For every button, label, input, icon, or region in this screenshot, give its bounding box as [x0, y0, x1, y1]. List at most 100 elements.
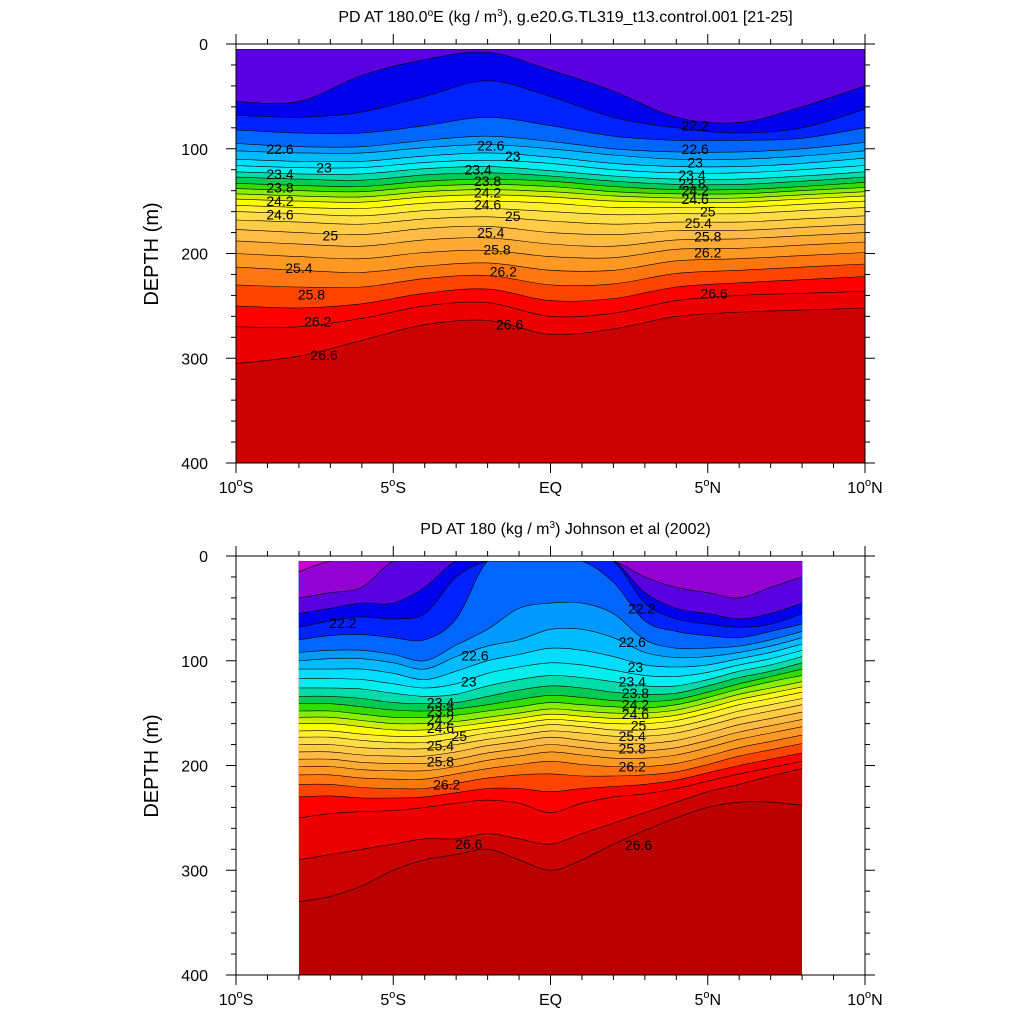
- contour-label: 24.2: [427, 711, 454, 727]
- plot-axes: 0 100 200 300 400 10oS 5oS EQ 5oN 10oN: [181, 34, 883, 497]
- contour-label: 25.8: [427, 753, 454, 769]
- x-tick-label: 10oS: [219, 477, 254, 497]
- isopycnal-24.6: [298, 691, 803, 737]
- density-band-21.8: [234, 47, 867, 49]
- isopycnal-24: [298, 675, 803, 718]
- contour-label: 22.6: [461, 648, 488, 664]
- contour-fills: [298, 561, 803, 975]
- x-tick-label: 10oS: [219, 989, 254, 1009]
- contour-label: 26.6: [496, 317, 523, 333]
- contour-label: 23: [316, 160, 332, 176]
- contour-label: 22.6: [682, 141, 709, 157]
- contour-labels: 22.62323.423.824.224.62525.425.826.226.6…: [266, 118, 727, 363]
- contour-label: 25.4: [285, 260, 312, 276]
- contour-label: 25: [323, 228, 339, 244]
- contour-label: 26.2: [433, 776, 460, 792]
- contour-label: 26.6: [310, 347, 337, 363]
- y-tick-label: 300: [181, 863, 208, 880]
- model-panel: 22.62323.423.824.224.62525.425.826.226.6…: [141, 8, 883, 497]
- contour-label: 22.2: [682, 118, 709, 134]
- isopycnal-23.2: [298, 650, 803, 689]
- contour-label: 22.6: [266, 141, 293, 157]
- y-axis-label: DEPTH (m): [141, 714, 163, 817]
- y-tick-label: 300: [181, 351, 208, 368]
- contour-label: 23.8: [427, 703, 454, 719]
- isopycnal-26.4: [236, 290, 865, 328]
- isopycnal-26.2: [236, 276, 865, 309]
- contour-label: 25: [505, 208, 521, 224]
- isopycnal-22.6: [236, 135, 865, 153]
- isopycnal-24.8: [298, 698, 803, 744]
- contour-label: 24.6: [622, 706, 649, 722]
- contour-label: 23: [628, 659, 644, 675]
- isopycnal-24.4: [236, 194, 865, 203]
- x-tick-label: 5oS: [380, 477, 406, 497]
- isopycnal-26: [236, 263, 865, 289]
- contour-label: 24.6: [682, 191, 709, 207]
- contour-label: 23.4: [619, 674, 646, 690]
- y-tick-label: 200: [181, 759, 208, 776]
- isopycnal-23: [298, 643, 803, 680]
- contour-label: 23: [687, 154, 703, 170]
- contour-label: 24.6: [427, 720, 454, 736]
- contour-label: 22.6: [477, 138, 504, 154]
- isopycnal-22.8: [298, 627, 803, 670]
- y-tick-label: 400: [181, 968, 208, 985]
- isopycnal-25.8: [236, 252, 865, 273]
- contour-label: 23: [461, 674, 477, 690]
- isopycnal-23.8: [298, 668, 803, 712]
- contour-label: 26.6: [700, 285, 727, 301]
- contour-label: 26.2: [619, 759, 646, 775]
- isopycnal-25: [236, 215, 865, 225]
- y-tick-label: 200: [181, 247, 208, 264]
- contour-label: 25.8: [619, 741, 646, 757]
- contour-label: 24.6: [474, 196, 501, 212]
- isopycnal-26.6: [236, 307, 865, 364]
- density-band-21.6: [298, 561, 331, 572]
- x-tick-label: 10oN: [847, 477, 882, 497]
- contour-lines: [298, 561, 803, 902]
- x-tick-label: 5oS: [380, 989, 406, 1009]
- isopycnal-22: [236, 51, 865, 124]
- contour-lines: [236, 49, 865, 364]
- contour-label: 26.6: [455, 836, 482, 852]
- isopycnal-22.2: [236, 80, 865, 134]
- isopycnal-24.4: [298, 686, 803, 731]
- isopycnal-26.8: [298, 801, 803, 902]
- contour-label: 25.4: [427, 738, 454, 754]
- y-tick-label: 0: [199, 37, 208, 54]
- isopycnal-25.8: [298, 734, 803, 780]
- contour-label: 24.2: [682, 183, 709, 199]
- isopycnal-26: [298, 743, 803, 790]
- contour-label: 25: [452, 728, 468, 744]
- contour-fills: [234, 47, 867, 464]
- isopycnal-25.6: [298, 726, 803, 772]
- isopycnal-22.4: [236, 116, 865, 142]
- isopycnal-24.2: [298, 681, 803, 725]
- contour-label: 25.4: [685, 215, 712, 231]
- contour-label: 25.8: [694, 229, 721, 245]
- contour-label: 26.2: [490, 263, 517, 279]
- isopycnal-22.4: [298, 561, 803, 642]
- isopycnal-23.4: [298, 656, 803, 697]
- y-tick-label: 100: [181, 142, 208, 159]
- x-tick-label: 10oN: [847, 989, 882, 1009]
- contour-label: 23.4: [266, 166, 293, 182]
- contour-label: 24.2: [622, 697, 649, 713]
- contour-label: 23.4: [427, 695, 454, 711]
- isopycnal-25.2: [236, 223, 865, 236]
- isopycnal-23.4: [236, 166, 865, 180]
- contour-label: 25: [631, 718, 647, 734]
- observation-panel: 22.222.62323.423.824.224.62525.425.826.2…: [141, 520, 883, 1009]
- contour-label: 24.2: [266, 193, 293, 209]
- y-tick-label: 400: [181, 456, 208, 473]
- x-tick-label: EQ: [539, 480, 562, 497]
- density-band-22: [236, 49, 865, 124]
- contour-label: 25.4: [619, 728, 646, 744]
- isopycnal-25.4: [298, 719, 803, 765]
- contour-label: 25.8: [298, 286, 325, 302]
- isopycnal-22.8: [236, 144, 865, 160]
- contour-label: 25.4: [477, 225, 504, 241]
- contour-label: 26.6: [625, 837, 652, 853]
- chart-title: PD AT 180.0oE (kg / m3), g.e20.G.TL319_t…: [338, 8, 792, 26]
